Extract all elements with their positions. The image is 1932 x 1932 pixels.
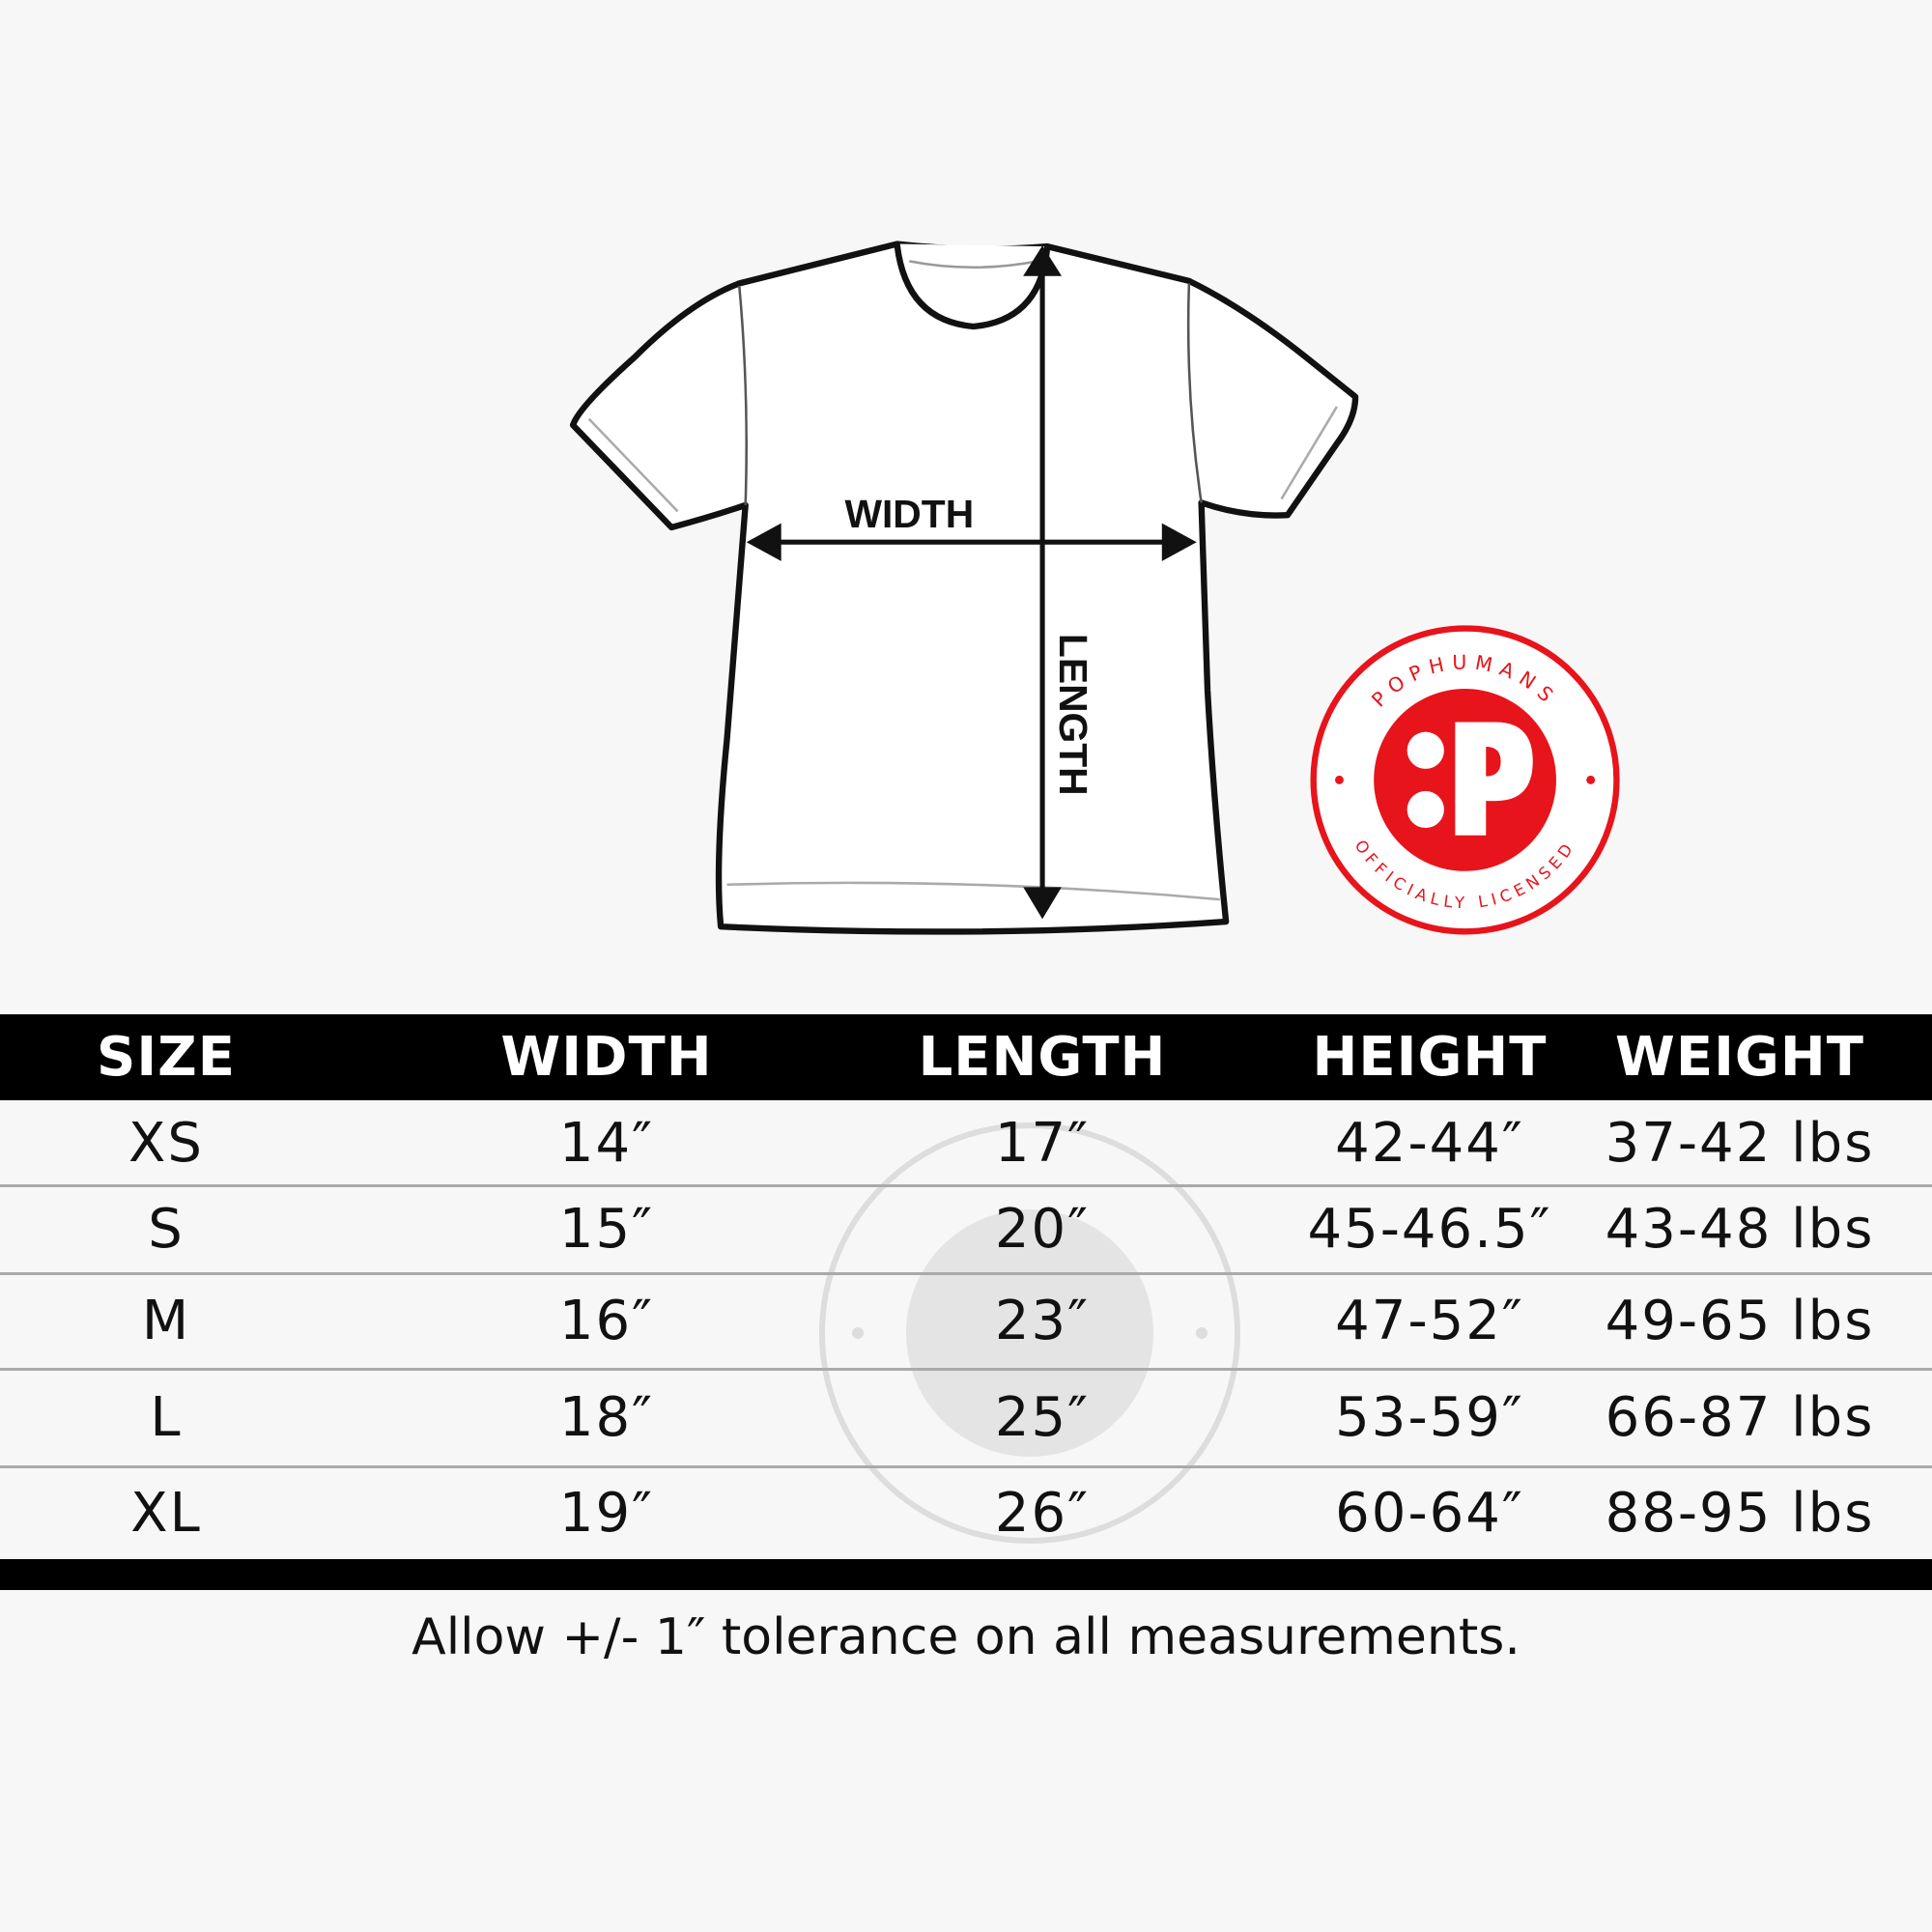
cell-width: 19″ [558,1481,655,1545]
table-row: L 18″ 25″ 53-59″ 66-87 lbs [0,1369,1932,1466]
header-width: WIDTH [500,1026,713,1089]
header-length: LENGTH [918,1026,1167,1089]
tshirt-outline [569,241,1359,935]
cell-height: 53-59″ [1335,1386,1524,1449]
cell-height: 42-44″ [1335,1111,1524,1175]
table-row: S 15″ 20″ 45-46.5″ 43-48 lbs [0,1185,1932,1273]
cell-size: L [150,1386,183,1449]
cell-length: 23″ [994,1290,1091,1352]
cell-width: 15″ [558,1198,655,1261]
header-size: SIZE [96,1026,237,1089]
cell-size: XS [128,1111,204,1175]
cell-width: 14″ [558,1111,655,1175]
row-divider [0,1272,1932,1275]
header-weight: WEIGHT [1615,1026,1864,1089]
cell-length: 26″ [994,1481,1091,1545]
cell-weight: 88-95 lbs [1605,1481,1875,1545]
cell-weight: 49-65 lbs [1605,1290,1875,1352]
tshirt-diagram: WIDTH LENGTH POPHUMANS OFFICIALLY LICENS… [569,241,1620,935]
cell-length: 20″ [994,1198,1091,1261]
table-row: XS 14″ 17″ 42-44″ 37-42 lbs [0,1100,1932,1185]
table-row: XL 19″ 26″ 60-64″ 88-95 lbs [0,1466,1932,1559]
cell-size: XL [130,1481,202,1545]
length-label: LENGTH [1051,634,1095,796]
cell-length: 17″ [994,1111,1091,1175]
cell-size: S [148,1198,185,1261]
table-bottom-bar [0,1559,1932,1590]
row-divider [0,1184,1932,1187]
tolerance-note: Allow +/- 1″ tolerance on all measuremen… [412,1608,1520,1666]
width-label: WIDTH [844,492,974,536]
cell-width: 16″ [558,1290,655,1352]
table-row: M 16″ 23″ 47-52″ 49-65 lbs [0,1273,1932,1369]
row-divider [0,1368,1932,1371]
length-arrow [1023,245,1063,920]
cell-height: 47-52″ [1335,1290,1524,1352]
header-height: HEIGHT [1312,1026,1548,1089]
row-divider [0,1465,1932,1468]
cell-height: 45-46.5″ [1307,1198,1552,1261]
cell-weight: 37-42 lbs [1605,1111,1875,1175]
cell-weight: 43-48 lbs [1605,1198,1875,1261]
cell-length: 25″ [994,1386,1091,1449]
cell-height: 60-64″ [1335,1481,1524,1545]
cell-width: 18″ [558,1386,655,1449]
size-table-header: SIZE WIDTH LENGTH HEIGHT WEIGHT [0,1014,1932,1100]
cell-size: M [141,1290,191,1352]
cell-weight: 66-87 lbs [1605,1386,1875,1449]
width-arrow [746,523,1197,561]
officially-licensed-badge: POPHUMANS OFFICIALLY LICENSED [1310,625,1620,935]
